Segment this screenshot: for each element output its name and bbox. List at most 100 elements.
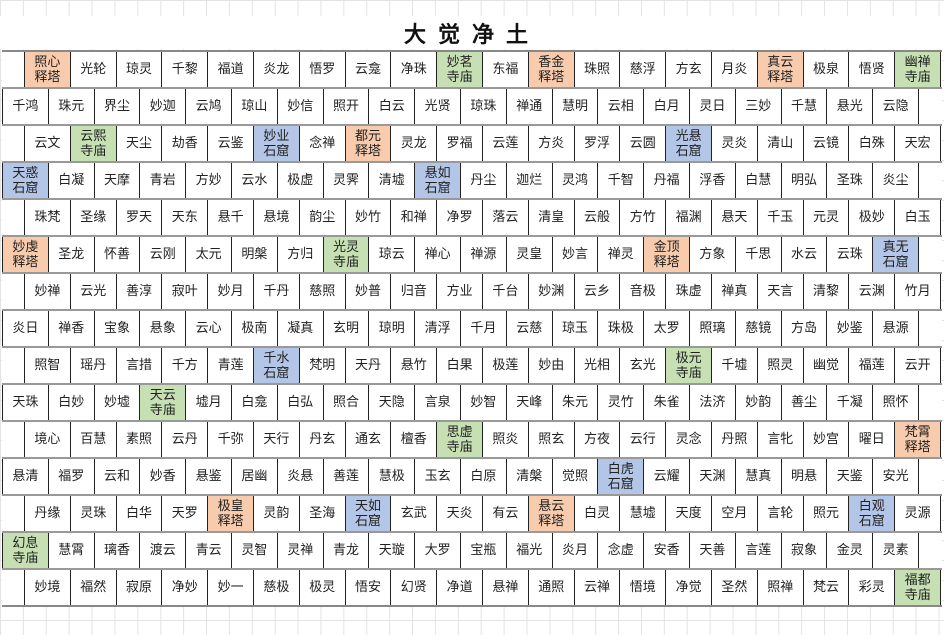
name-cell[interactable]: 慧明: [551, 89, 598, 124]
grotto-cell[interactable]: 真无石窟: [872, 237, 918, 272]
name-cell[interactable]: 云般: [573, 200, 620, 235]
name-cell[interactable]: 渡云: [139, 533, 185, 568]
name-cell[interactable]: 圣然: [711, 570, 757, 605]
name-cell[interactable]: 空月: [711, 496, 757, 531]
name-cell[interactable]: 慧真: [734, 459, 781, 494]
name-cell[interactable]: 三妙: [734, 89, 781, 124]
name-cell[interactable]: 天珠: [2, 385, 48, 420]
temple-cell[interactable]: 思虚寺庙: [436, 422, 482, 457]
name-cell[interactable]: 通玄: [344, 422, 391, 457]
name-cell[interactable]: 璃香: [93, 533, 140, 568]
name-cell[interactable]: 极灵: [298, 570, 345, 605]
name-cell[interactable]: 禅灵: [597, 237, 643, 272]
name-cell[interactable]: 琼灵: [115, 52, 162, 87]
name-cell[interactable]: 音极: [619, 274, 665, 309]
name-cell[interactable]: 云刚: [139, 237, 185, 272]
name-cell[interactable]: 丹缘: [24, 496, 70, 531]
name-cell[interactable]: 寂叶: [161, 274, 207, 309]
name-cell[interactable]: 云和: [93, 459, 140, 494]
name-cell[interactable]: 妙墟: [93, 385, 140, 420]
name-cell[interactable]: 千凝: [826, 385, 872, 420]
name-cell[interactable]: 方妙: [185, 163, 231, 198]
name-cell[interactable]: 慈极: [253, 570, 299, 605]
name-cell[interactable]: 寂象: [780, 533, 827, 568]
name-cell[interactable]: 妙鉴: [826, 311, 872, 346]
name-cell[interactable]: 彩灵: [848, 570, 894, 605]
name-cell[interactable]: 妙宫: [802, 422, 849, 457]
name-cell[interactable]: 天摩: [93, 163, 140, 198]
pagoda-cell[interactable]: 香金释塔: [527, 52, 574, 87]
name-cell[interactable]: 千思: [734, 237, 781, 272]
name-cell[interactable]: 慧霄: [47, 533, 94, 568]
name-cell[interactable]: 照禅: [756, 570, 803, 605]
name-cell[interactable]: 云珠: [826, 237, 872, 272]
name-cell[interactable]: 云圆: [619, 126, 665, 161]
name-cell[interactable]: 妙迦: [139, 89, 185, 124]
name-cell[interactable]: 千月: [460, 311, 506, 346]
name-cell[interactable]: 悬禅: [482, 570, 528, 605]
name-cell[interactable]: 净珠: [390, 52, 436, 87]
name-cell[interactable]: 照开: [322, 89, 369, 124]
name-cell[interactable]: 云耀: [643, 459, 689, 494]
name-cell[interactable]: 丹玄: [298, 422, 345, 457]
name-cell[interactable]: 福莲: [848, 348, 894, 383]
name-cell[interactable]: 言牝: [756, 422, 803, 457]
name-cell[interactable]: 千台: [482, 274, 528, 309]
name-cell[interactable]: 云龛: [344, 52, 391, 87]
grotto-cell[interactable]: 天如石窟: [344, 496, 391, 531]
name-cell[interactable]: 琼云: [368, 237, 414, 272]
name-cell[interactable]: 玄武: [390, 496, 436, 531]
name-cell[interactable]: 灵源: [894, 496, 940, 531]
name-cell[interactable]: 言措: [115, 348, 162, 383]
name-cell[interactable]: 云慈: [505, 311, 552, 346]
name-cell[interactable]: 清槃: [505, 459, 552, 494]
name-cell[interactable]: 福光: [505, 533, 552, 568]
name-cell[interactable]: 白玉: [894, 200, 940, 235]
name-cell[interactable]: 光相: [573, 348, 620, 383]
name-cell[interactable]: 灵日: [689, 89, 735, 124]
name-cell[interactable]: 白月: [643, 89, 689, 124]
name-cell[interactable]: 天丹: [344, 348, 391, 383]
name-cell[interactable]: 曜日: [848, 422, 894, 457]
name-cell[interactable]: 素照: [115, 422, 162, 457]
name-cell[interactable]: 通照: [527, 570, 574, 605]
name-cell[interactable]: 明弘: [780, 163, 827, 198]
name-cell[interactable]: 天言: [756, 274, 803, 309]
name-cell[interactable]: 金灵: [826, 533, 872, 568]
name-cell[interactable]: 妙普: [344, 274, 391, 309]
name-cell[interactable]: 云文: [24, 126, 70, 161]
name-cell[interactable]: 玉玄: [414, 459, 460, 494]
name-cell[interactable]: 福渊: [665, 200, 711, 235]
name-cell[interactable]: 天隐: [368, 385, 414, 420]
name-cell[interactable]: 方岛: [780, 311, 827, 346]
name-cell[interactable]: 云禅: [573, 570, 620, 605]
name-cell[interactable]: 天尘: [115, 126, 162, 161]
name-cell[interactable]: 炎悬: [276, 459, 323, 494]
name-cell[interactable]: 白妙: [47, 385, 94, 420]
name-cell[interactable]: 善淳: [115, 274, 162, 309]
name-cell[interactable]: 瑶丹: [69, 348, 116, 383]
name-cell[interactable]: 怀善: [93, 237, 140, 272]
name-cell[interactable]: 青莲: [207, 348, 253, 383]
name-cell[interactable]: 灵念: [665, 422, 711, 457]
name-cell[interactable]: 琼山: [231, 89, 277, 124]
grotto-cell[interactable]: 千水石窟: [253, 348, 299, 383]
pagoda-cell[interactable]: 都元释塔: [344, 126, 391, 161]
name-cell[interactable]: 有云: [482, 496, 528, 531]
name-cell[interactable]: 月炎: [711, 52, 757, 87]
temple-cell[interactable]: 极元寺庙: [665, 348, 711, 383]
name-cell[interactable]: 悬源: [872, 311, 918, 346]
name-cell[interactable]: 妙言: [551, 237, 598, 272]
grotto-cell[interactable]: 天惑石窟: [2, 163, 48, 198]
name-cell[interactable]: 朱元: [551, 385, 598, 420]
name-cell[interactable]: 珠照: [573, 52, 620, 87]
name-cell[interactable]: 悬清: [2, 459, 48, 494]
name-cell[interactable]: 炎尘: [872, 163, 918, 198]
name-cell[interactable]: 净妙: [161, 570, 207, 605]
name-cell[interactable]: 白云: [368, 89, 414, 124]
name-cell[interactable]: 灵炎: [711, 126, 757, 161]
name-cell[interactable]: 极泉: [802, 52, 849, 87]
name-cell[interactable]: 天宏: [894, 126, 940, 161]
name-cell[interactable]: 罗福: [436, 126, 482, 161]
name-cell[interactable]: 天行: [253, 422, 299, 457]
